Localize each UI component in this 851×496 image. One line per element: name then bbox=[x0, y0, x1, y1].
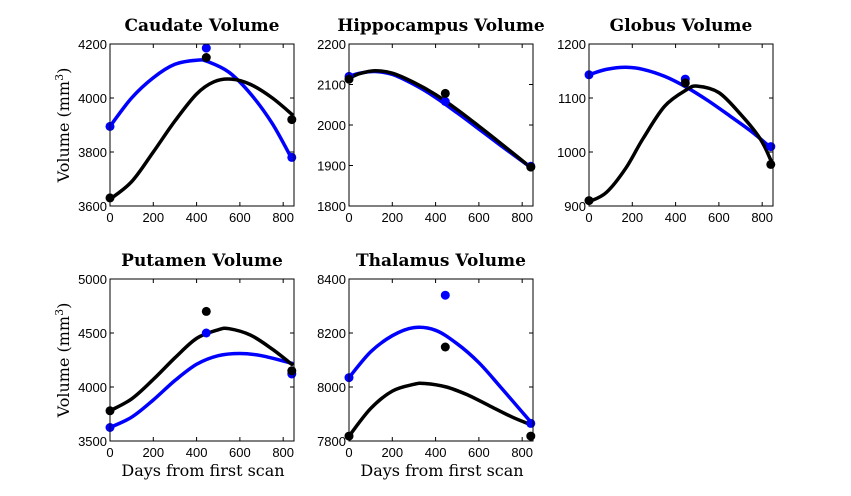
caudate-volume-title: Caudate Volume bbox=[125, 16, 280, 36]
caudate-volume-y-tick-label: 3600 bbox=[78, 199, 107, 214]
thalamus-volume-x-tick-label: 0 bbox=[345, 445, 352, 460]
globus-volume-title: Globus Volume bbox=[610, 16, 753, 36]
caudate-volume-x-tick-label: 800 bbox=[272, 210, 294, 225]
hippocampus-volume-black-point bbox=[526, 162, 536, 172]
putamen-volume-x-tick-label: 400 bbox=[186, 445, 208, 460]
caudate-volume-black-curve bbox=[110, 77, 294, 202]
globus-volume-black-curve bbox=[589, 84, 773, 204]
y-axis-label-text: Volume (mm bbox=[54, 81, 73, 183]
caudate-volume-black-point bbox=[287, 115, 297, 125]
hippocampus-volume-y-tick-label: 2100 bbox=[317, 78, 346, 93]
thalamus-volume-x-tick-label: 600 bbox=[468, 445, 490, 460]
caudate-volume-y-tick-label: 4200 bbox=[78, 37, 107, 52]
thalamus-volume-x-tick-label: 200 bbox=[381, 445, 403, 460]
thalamus-volume-blue-curve bbox=[349, 325, 533, 424]
putamen-volume-axes-box bbox=[109, 278, 295, 442]
putamen-volume-blue-curve bbox=[110, 351, 294, 430]
hippocampus-volume-x-tick-label: 0 bbox=[345, 210, 352, 225]
thalamus-volume-x-tick-label: 800 bbox=[511, 445, 533, 460]
y-axis-label-close: ) bbox=[54, 303, 73, 309]
globus-volume-x-tick-label: 400 bbox=[665, 210, 687, 225]
y-axis-label-bottom: Volume (mm3) bbox=[53, 303, 73, 419]
putamen-volume-black-point bbox=[287, 366, 297, 376]
globus-volume-x-tick-label: 800 bbox=[751, 210, 773, 225]
x-axis-label-thalamus: Days from first scan bbox=[360, 461, 523, 480]
thalamus-volume-y-tick-label: 8000 bbox=[317, 380, 346, 395]
thalamus-volume-y-tick-label: 8200 bbox=[317, 326, 346, 341]
putamen-volume-y-tick-label: 4000 bbox=[78, 380, 107, 395]
putamen-volume-x-tick-label: 600 bbox=[229, 445, 251, 460]
thalamus-volume-x-tick-label: 400 bbox=[425, 445, 447, 460]
thalamus-volume-black-point bbox=[526, 431, 536, 441]
hippocampus-volume-x-tick-label: 800 bbox=[511, 210, 533, 225]
putamen-volume-y-tick-label: 3500 bbox=[78, 434, 107, 449]
thalamus-volume-blue-point bbox=[440, 290, 450, 300]
globus-volume-y-tick-label: 900 bbox=[564, 199, 586, 214]
caudate-volume-x-tick-label: 0 bbox=[106, 210, 113, 225]
globus-volume-x-tick-label: 0 bbox=[585, 210, 592, 225]
caudate-volume-blue-curve bbox=[110, 58, 294, 161]
globus-volume-axes-box bbox=[588, 43, 774, 207]
hippocampus-volume-y-tick-label: 1800 bbox=[317, 199, 346, 214]
putamen-volume-black-curve bbox=[110, 326, 294, 413]
hippocampus-volume-y-tick-label: 2200 bbox=[317, 37, 346, 52]
caudate-volume-axes-box bbox=[109, 43, 295, 207]
thalamus-volume-y-tick-label: 8400 bbox=[317, 272, 346, 287]
thalamus-volume-blue-point bbox=[526, 418, 536, 428]
hippocampus-volume-x-tick-label: 200 bbox=[381, 210, 403, 225]
putamen-volume-black-point bbox=[201, 306, 211, 316]
hippocampus-volume-x-tick-label: 400 bbox=[425, 210, 447, 225]
chart-hippocampus-volume: 0 200 400 600 800 1800 1900 2000 2100 2200Hippoca… bbox=[317, 16, 545, 225]
putamen-volume-y-tick-label: 5000 bbox=[78, 272, 107, 287]
hippocampus-volume-black-curve bbox=[349, 68, 533, 170]
thalamus-volume-black-point bbox=[440, 342, 450, 352]
globus-volume-x-tick-label: 600 bbox=[708, 210, 730, 225]
globus-volume-x-tick-label: 200 bbox=[621, 210, 643, 225]
globus-volume-blue-point bbox=[766, 142, 776, 152]
hippocampus-volume-axes-box bbox=[348, 43, 534, 207]
putamen-volume-x-tick-label: 200 bbox=[142, 445, 164, 460]
hippocampus-volume-y-tick-label: 1900 bbox=[317, 159, 346, 174]
globus-volume-y-tick-label: 1100 bbox=[558, 91, 586, 106]
x-axis-label-putamen: Days from first scan bbox=[121, 461, 284, 480]
caudate-volume-x-tick-label: 600 bbox=[229, 210, 251, 225]
hippocampus-volume-black-point bbox=[440, 88, 450, 98]
chart-putamen-volume: 0 200 400 600 800 3500 4000 4500 5000 Putamen Vol… bbox=[78, 251, 297, 460]
caudate-volume-blue-point bbox=[287, 152, 297, 162]
caudate-volume-x-tick-label: 200 bbox=[142, 210, 164, 225]
hippocampus-volume-blue-point bbox=[440, 97, 450, 106]
caudate-volume-black-point bbox=[201, 53, 211, 62]
y-axis-label-top: Volume (mm3) bbox=[53, 68, 73, 184]
chart-globus-volume: 0 200 400 600 800 900 1000 1100 1200 Globus Volum… bbox=[557, 16, 776, 225]
chart-thalamus-volume: 0 200 400 600 800 7800 8000 8200 8400 Thalamus Vo… bbox=[317, 251, 536, 460]
y-axis-label-text: Volume (mm bbox=[54, 316, 73, 418]
y-axis-label-superscript: 3 bbox=[53, 74, 66, 81]
thalamus-volume-title: Thalamus Volume bbox=[356, 251, 526, 271]
putamen-volume-x-tick-label: 800 bbox=[272, 445, 294, 460]
thalamus-volume-black-curve bbox=[349, 381, 533, 438]
putamen-volume-x-tick-label: 0 bbox=[106, 445, 113, 460]
caudate-volume-y-tick-label: 4000 bbox=[78, 91, 107, 106]
y-axis-label-close: ) bbox=[54, 68, 73, 74]
hippocampus-volume-y-tick-label: 2000 bbox=[317, 118, 346, 133]
globus-volume-y-tick-label: 1200 bbox=[557, 37, 586, 52]
hippocampus-volume-x-tick-label: 600 bbox=[468, 210, 490, 225]
putamen-volume-y-tick-label: 4500 bbox=[78, 326, 107, 341]
thalamus-volume-axes-box bbox=[348, 278, 534, 442]
hippocampus-volume-title: Hippocampus Volume bbox=[337, 16, 544, 36]
putamen-volume-blue-point bbox=[201, 328, 211, 338]
caudate-volume-x-tick-label: 400 bbox=[186, 210, 208, 225]
globus-volume-y-tick-label: 1000 bbox=[557, 145, 586, 160]
globus-volume-blue-curve bbox=[589, 65, 773, 150]
y-axis-label-superscript: 3 bbox=[53, 309, 66, 316]
hippocampus-volume-blue-curve bbox=[349, 69, 533, 170]
thalamus-volume-y-tick-label: 7800 bbox=[317, 434, 346, 449]
caudate-volume-blue-point bbox=[201, 43, 211, 53]
caudate-volume-y-tick-label: 3800 bbox=[78, 145, 107, 160]
globus-volume-black-point bbox=[680, 78, 690, 88]
putamen-volume-title: Putamen Volume bbox=[121, 251, 283, 271]
chart-caudate-volume: 0 200 400 600 800 3600 3800 4000 4200 Caudate Vol… bbox=[78, 16, 297, 225]
globus-volume-black-point bbox=[766, 159, 776, 169]
